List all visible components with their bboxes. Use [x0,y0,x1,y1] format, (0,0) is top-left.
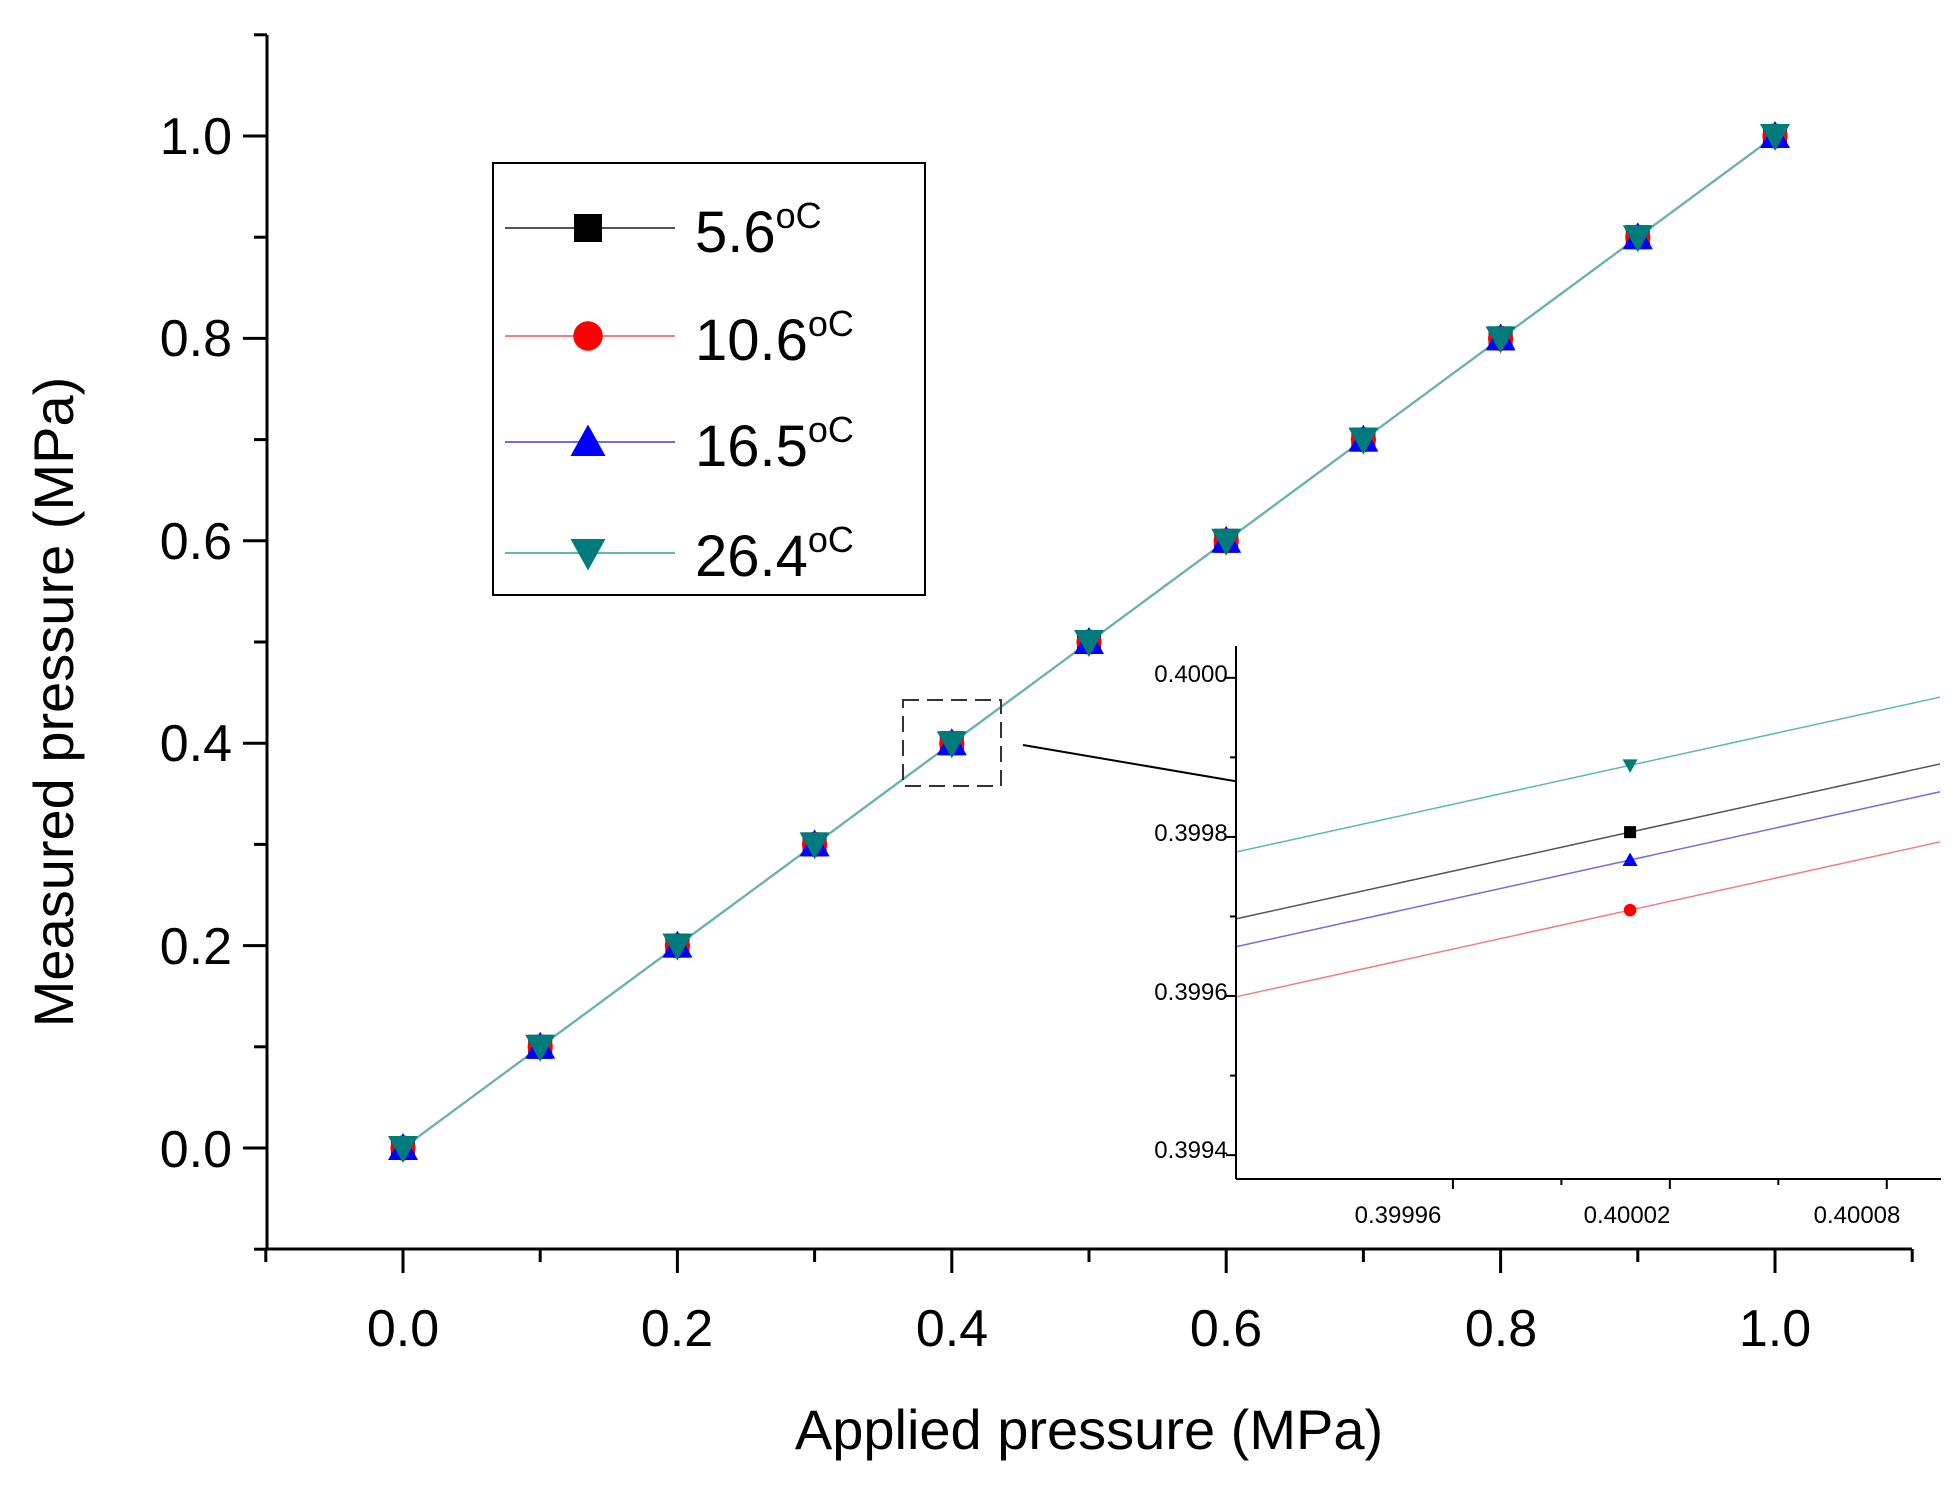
y-tick-label: 0.4 [160,715,232,773]
legend-label: 5.6oC [695,195,822,265]
inset-points [1622,759,1638,917]
legend-marker [570,424,606,456]
x-tick-label: 0.4 [916,1300,988,1358]
legend-marker [574,214,602,242]
legend-box [492,162,926,596]
inset-series-line [1235,763,1940,920]
inset-series-line [1235,696,1940,853]
legend-marker [570,539,606,571]
y-tick-label: 0.0 [160,1121,232,1179]
zoom-box [902,699,1002,787]
inset-y-tick-label: 0.3994 [1154,1137,1227,1164]
x-tick-label: 0.8 [1465,1300,1537,1358]
data-point [1211,528,1242,556]
y-tick-label: 0.2 [160,918,232,976]
data-point [525,1034,556,1062]
inset-data-point [1623,903,1637,917]
y-tick-label: 1.0 [160,108,232,166]
legend-label: 26.4oC [695,519,854,589]
x-tick-label: 1.0 [1739,1300,1811,1358]
y-axis-title: Measured pressure (MPa) [22,377,85,1027]
inset-data-point [1624,826,1637,839]
inset-series-line [1235,841,1940,998]
inset-data-point [1622,852,1638,866]
legend: 5.6oC 10.6oC 16.5oC 26.4oC [492,162,926,596]
data-point [1074,630,1104,657]
inset-x-tick-label: 0.39996 [1355,1202,1442,1229]
data-point [1485,326,1516,354]
data-point [1622,225,1653,253]
inset-lines [1235,696,1940,998]
y-tick-label: 0.8 [160,310,232,368]
inset-chart: 0.3994 0.3996 0.3998 0.4000 0.39996 0.40… [1154,646,1941,1229]
legend-samples [505,214,675,571]
data-point [1348,427,1379,455]
y-tick-label: 0.6 [160,513,232,571]
y-tick-marks [243,33,267,1251]
inset-tick-marks [1226,676,1888,1189]
x-tick-marks [264,1249,1914,1273]
inset-x-tick-label: 0.40008 [1814,1202,1901,1229]
data-point [1760,124,1790,151]
inset-y-tick-label: 0.4000 [1154,661,1227,688]
main-axes: 0.0 0.2 0.4 0.6 0.8 1.0 0.0 0.2 0.4 0.6 … [22,33,1914,1461]
inset-data-point [1622,759,1638,773]
inset-x-tick-label: 0.40002 [1584,1202,1671,1229]
data-point [936,731,967,759]
x-tick-label: 0.6 [1190,1300,1262,1358]
x-axis-title: Applied pressure (MPa) [795,1398,1383,1461]
inset-y-tick-label: 0.3996 [1154,979,1227,1006]
main-series [388,121,1790,1163]
inset-series-line [1235,791,1940,948]
legend-marker [573,321,603,351]
x-tick-label: 0.0 [367,1300,439,1358]
legend-label: 16.5oC [695,409,854,479]
data-point [799,832,830,860]
inset-y-tick-label: 0.3998 [1154,820,1227,847]
x-tick-label: 0.2 [641,1300,713,1358]
legend-label: 10.6oC [695,303,854,373]
data-point [388,1136,418,1163]
data-point [662,933,693,961]
